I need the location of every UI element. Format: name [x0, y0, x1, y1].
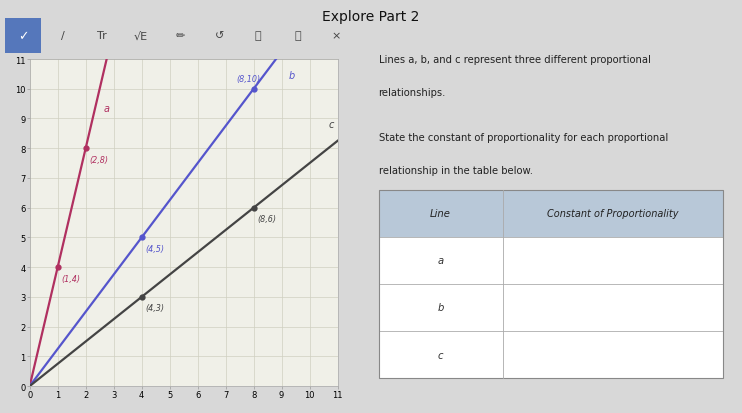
Text: Lines a, b, and c represent three different proportional: Lines a, b, and c represent three differ… — [378, 55, 651, 65]
Text: c: c — [329, 120, 334, 130]
Text: √E: √E — [134, 31, 148, 41]
FancyBboxPatch shape — [5, 19, 41, 54]
Text: (4,3): (4,3) — [145, 304, 164, 313]
Text: /: / — [61, 31, 65, 41]
FancyBboxPatch shape — [378, 331, 723, 378]
Text: c: c — [438, 350, 444, 360]
Text: ✓: ✓ — [18, 30, 28, 43]
Text: (4,5): (4,5) — [145, 244, 164, 253]
Text: (1,4): (1,4) — [61, 274, 80, 283]
Text: b: b — [438, 303, 444, 313]
FancyBboxPatch shape — [378, 284, 723, 331]
Text: relationship in the table below.: relationship in the table below. — [378, 166, 533, 176]
Text: (8,10): (8,10) — [237, 75, 261, 84]
Text: a: a — [104, 104, 110, 114]
Text: ⌢: ⌢ — [255, 31, 262, 41]
Text: ⌢: ⌢ — [294, 31, 301, 41]
Text: Constant of Proportionality: Constant of Proportionality — [548, 209, 679, 218]
Text: ✏: ✏ — [175, 31, 185, 41]
Text: ×: × — [332, 31, 341, 41]
Text: ↺: ↺ — [214, 31, 224, 41]
Text: (8,6): (8,6) — [257, 215, 276, 223]
Text: Line: Line — [430, 209, 451, 218]
Text: b: b — [289, 71, 295, 81]
FancyBboxPatch shape — [378, 190, 723, 237]
Text: relationships.: relationships. — [378, 88, 446, 98]
Text: Tr: Tr — [96, 31, 107, 41]
FancyBboxPatch shape — [378, 237, 723, 284]
Text: (2,8): (2,8) — [89, 155, 108, 164]
Text: a: a — [438, 256, 444, 266]
Text: State the constant of proportionality for each proportional: State the constant of proportionality fo… — [378, 133, 668, 143]
Text: Explore Part 2: Explore Part 2 — [322, 10, 420, 24]
